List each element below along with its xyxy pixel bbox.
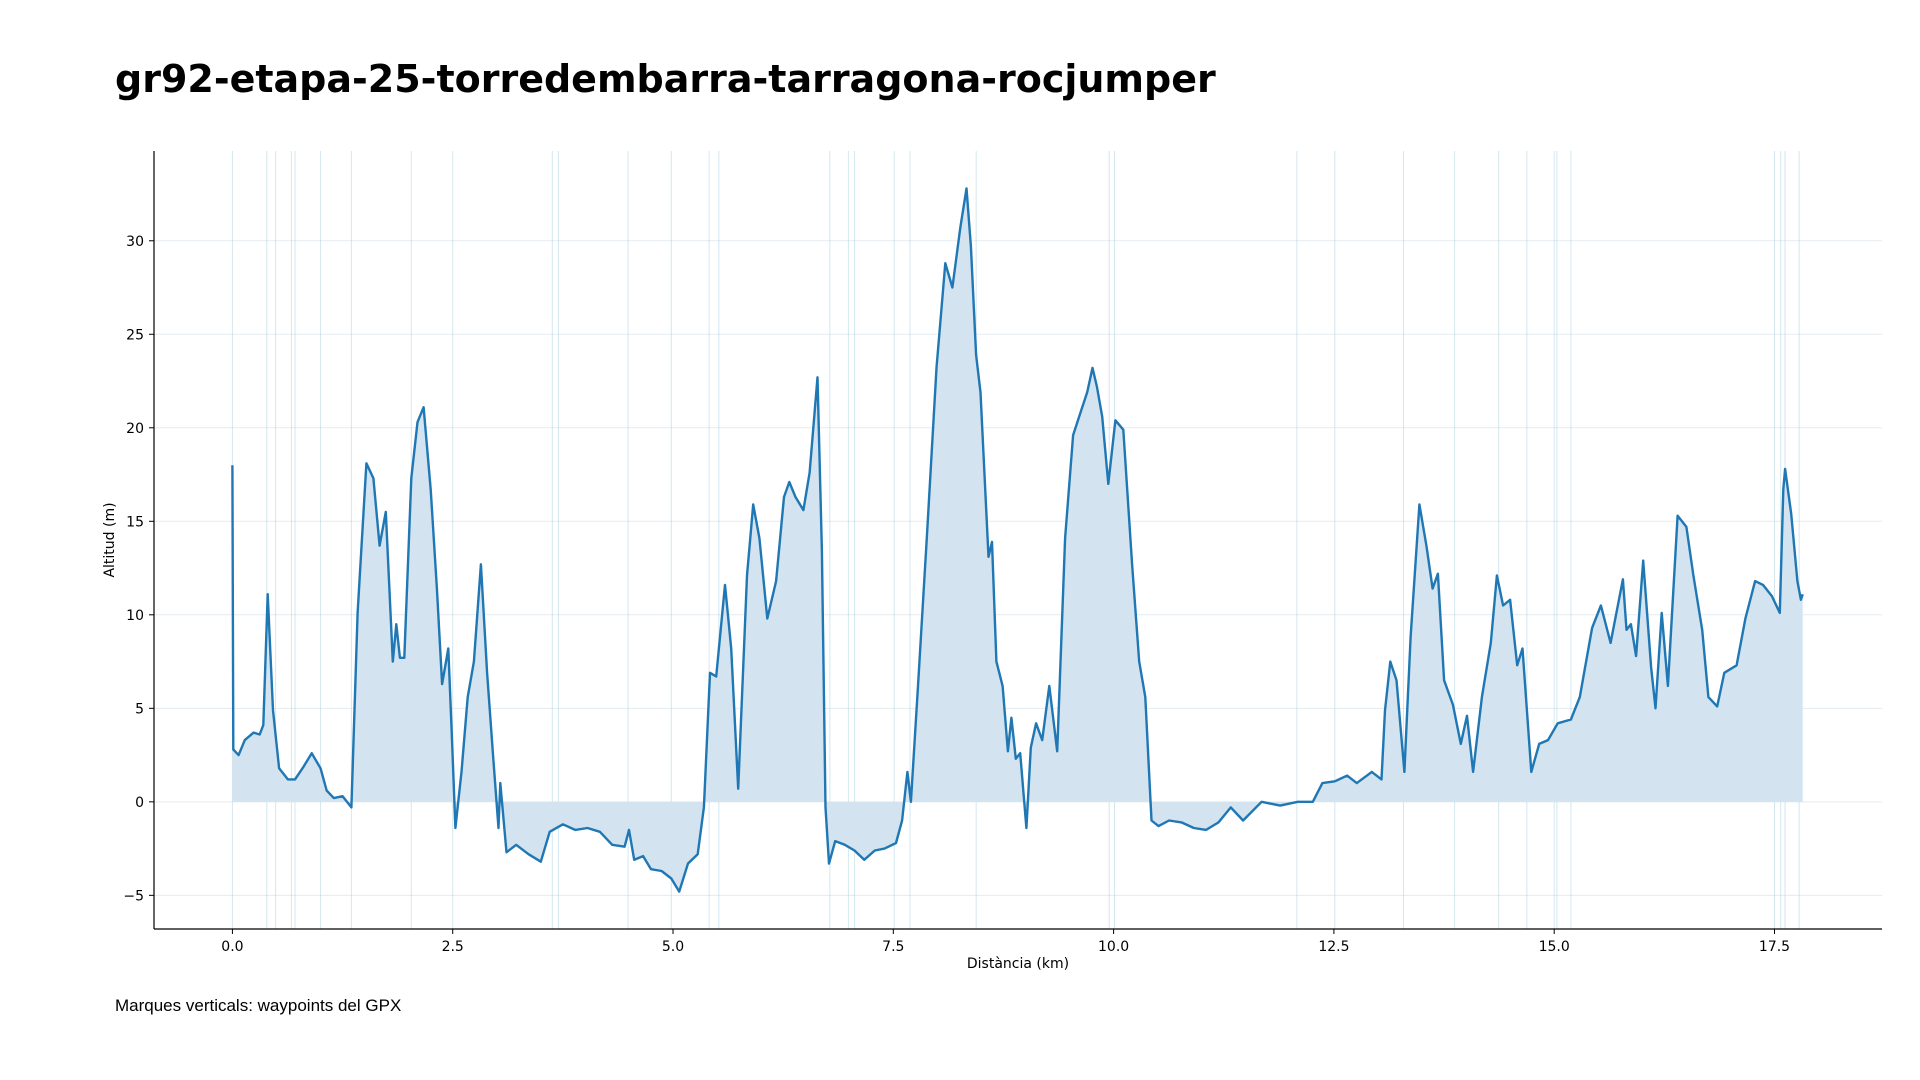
x-tick-label: 12.5 — [1318, 939, 1349, 955]
chart-title: gr92-etapa-25-torredembarra-tarragona-ro… — [115, 57, 1216, 101]
x-tick-label: 17.5 — [1759, 939, 1790, 955]
x-axis-label: Distància (km) — [967, 956, 1069, 972]
y-tick-label: 20 — [126, 421, 144, 437]
y-tick-label: 15 — [126, 514, 144, 530]
y-tick-label: 0 — [135, 795, 144, 811]
footnote: Marques verticals: waypoints del GPX — [115, 996, 401, 1015]
x-tick-label: 0.0 — [221, 939, 243, 955]
x-tick-label: 15.0 — [1539, 939, 1570, 955]
y-tick-label: 5 — [135, 701, 144, 717]
y-tick-label: 10 — [126, 608, 144, 624]
y-tick-label: 25 — [126, 327, 144, 343]
y-axis-label: Altitud (m) — [102, 502, 118, 577]
x-tick-label: 2.5 — [442, 939, 464, 955]
x-tick-label: 7.5 — [882, 939, 904, 955]
line — [231, 187, 1804, 893]
y-tick-label: 30 — [126, 234, 144, 250]
x-tick-label: 5.0 — [662, 939, 684, 955]
y-tick-label: −5 — [123, 888, 144, 904]
area-fill — [232, 188, 1803, 892]
x-tick-label: 10.0 — [1098, 939, 1129, 955]
